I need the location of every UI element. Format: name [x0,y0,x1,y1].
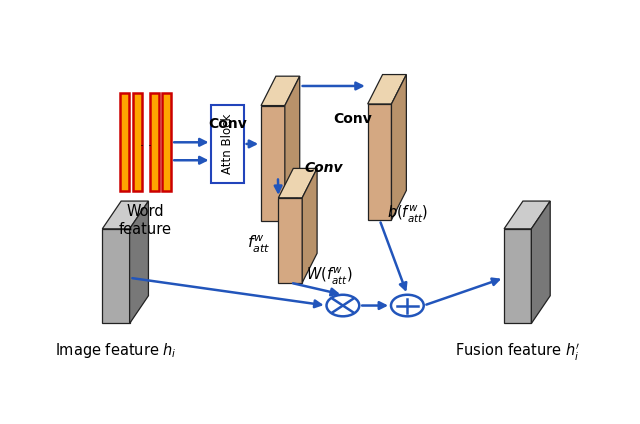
Bar [120,93,129,191]
Text: Conv: Conv [305,162,343,176]
Polygon shape [278,168,317,198]
Polygon shape [504,201,550,229]
Bar [150,93,159,191]
Text: $f_{att}^{w}$: $f_{att}^{w}$ [247,234,270,255]
Text: Image feature $h_i$: Image feature $h_i$ [55,341,177,360]
Polygon shape [102,201,148,229]
Bar [163,93,172,191]
Text: $W(f_{att}^{w})$: $W(f_{att}^{w})$ [306,266,352,287]
Text: Fusion feature $h_i'$: Fusion feature $h_i'$ [456,341,580,363]
Polygon shape [504,229,531,324]
Text: Conv: Conv [333,112,372,126]
Polygon shape [531,201,550,324]
Text: . .: . . [140,136,152,149]
Text: Conv: Conv [208,117,246,131]
Polygon shape [278,198,302,283]
Polygon shape [302,168,317,283]
Polygon shape [367,104,392,220]
Polygon shape [261,76,300,106]
Polygon shape [102,229,129,324]
Polygon shape [261,106,285,221]
Polygon shape [129,201,148,324]
Polygon shape [392,75,406,220]
Polygon shape [285,76,300,221]
Polygon shape [367,75,406,104]
Bar [211,105,244,183]
Text: Attn Block: Attn Block [221,114,234,174]
Bar [132,93,141,191]
Text: $b(f_{att}^{w})$: $b(f_{att}^{w})$ [387,204,428,226]
Text: Word
feature: Word feature [119,204,172,237]
